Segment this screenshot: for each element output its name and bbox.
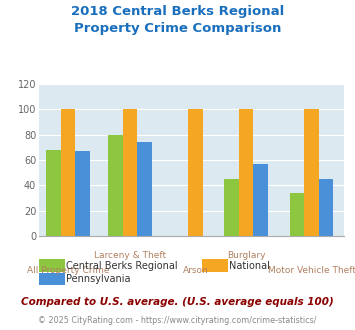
Text: Larceny & Theft: Larceny & Theft xyxy=(94,251,166,260)
Bar xyxy=(108,135,122,236)
Text: National: National xyxy=(229,261,270,271)
Text: Burglary: Burglary xyxy=(227,251,266,260)
Text: All Property Crime: All Property Crime xyxy=(27,266,109,275)
Bar xyxy=(290,193,304,236)
Text: 2018 Central Berks Regional
Property Crime Comparison: 2018 Central Berks Regional Property Cri… xyxy=(71,5,284,35)
Bar xyxy=(188,110,203,236)
Text: Compared to U.S. average. (U.S. average equals 100): Compared to U.S. average. (U.S. average … xyxy=(21,297,334,307)
Text: Central Berks Regional: Central Berks Regional xyxy=(66,261,177,271)
Bar xyxy=(239,110,253,236)
Bar xyxy=(319,179,333,236)
Bar xyxy=(61,110,75,236)
Text: Pennsylvania: Pennsylvania xyxy=(66,274,130,284)
Bar xyxy=(253,164,268,236)
Bar xyxy=(304,110,319,236)
Bar xyxy=(122,110,137,236)
Text: © 2025 CityRating.com - https://www.cityrating.com/crime-statistics/: © 2025 CityRating.com - https://www.city… xyxy=(38,315,317,325)
Bar xyxy=(75,151,90,236)
Text: Arson: Arson xyxy=(182,266,208,275)
Bar xyxy=(137,142,152,236)
Bar xyxy=(46,150,61,236)
Text: Motor Vehicle Theft: Motor Vehicle Theft xyxy=(268,266,355,275)
Bar xyxy=(224,179,239,236)
